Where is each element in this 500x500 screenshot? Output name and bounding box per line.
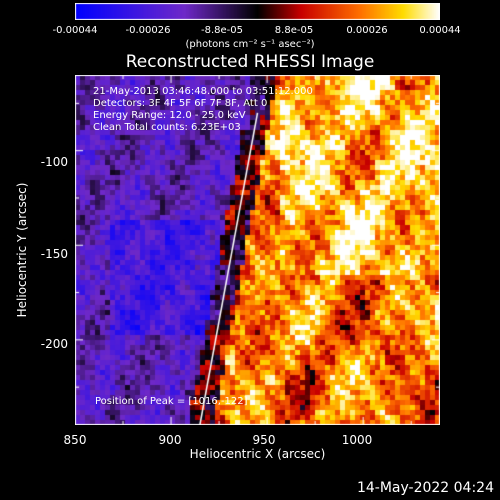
x-tick-label: 950 [252, 433, 276, 447]
annotation-energy: Energy Range: 12.0 - 25.0 keV [93, 110, 246, 121]
colorbar-tick: -0.00026 [125, 25, 171, 36]
y-tick-label: -200 [40, 337, 68, 351]
x-tick-label: 850 [63, 433, 87, 447]
heatmap-image [75, 75, 440, 425]
peak-label: Position of Peak = [1016,-122] [95, 396, 248, 407]
colorbar-gradient [75, 3, 440, 20]
y-tick-label: -100 [40, 155, 68, 169]
chart-title: Reconstructed RHESSI Image [125, 52, 375, 72]
footer-date: 14-May-2022 04:24 [356, 480, 494, 496]
annotation-detectors: Detectors: 3F 4F 5F 6F 7F 8F, Att 0 [93, 98, 268, 109]
x-axis-label: Heliocentric X (arcsec) [189, 447, 326, 461]
annotation-counts: Clean Total counts: 6.23E+03 [93, 122, 241, 133]
x-tick-label: 1000 [341, 433, 373, 447]
colorbar-tick: 0.00026 [346, 25, 388, 36]
colorbar-tick: 8.8e-05 [274, 25, 314, 36]
colorbar-tick: 0.00044 [419, 25, 461, 36]
colorbar-tick: -0.00044 [52, 25, 98, 36]
y-tick-label: -150 [40, 247, 68, 261]
y-axis-label: Heliocentric Y (arcsec) [15, 182, 29, 318]
annotation-time: 21-May-2013 03:46:48.000 to 03:51:12.000 [93, 86, 313, 97]
colorbar-unit: (photons cm⁻² s⁻¹ asec⁻²) [185, 39, 315, 50]
x-tick-label: 900 [158, 433, 182, 447]
colorbar-tick: -8.8e-05 [201, 25, 243, 36]
